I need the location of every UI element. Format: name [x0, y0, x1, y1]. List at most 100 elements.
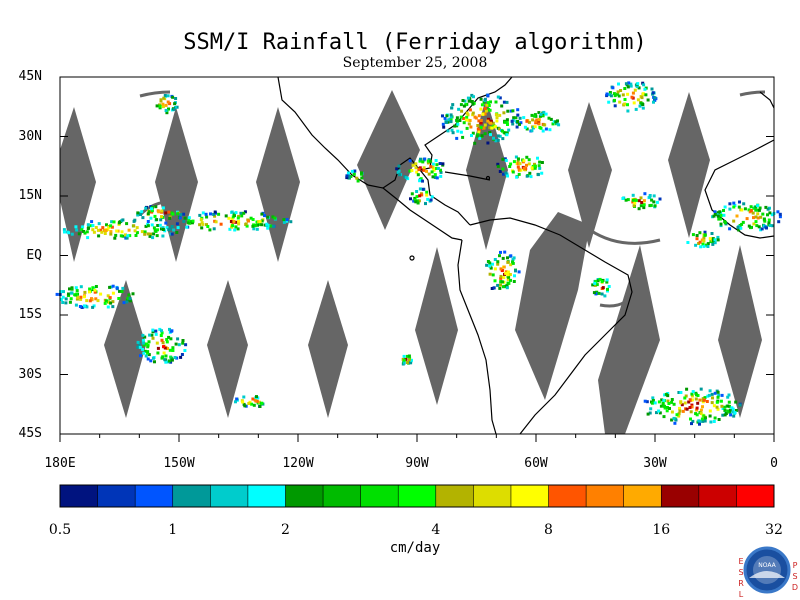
rain-pixel	[488, 126, 492, 130]
rain-pixel	[493, 279, 497, 283]
rain-pixel	[418, 194, 422, 198]
rain-pixel	[179, 213, 183, 217]
rain-pixel	[439, 170, 443, 174]
rain-pixel	[471, 111, 475, 115]
rain-pixel	[141, 333, 145, 337]
rain-pixel	[605, 278, 609, 282]
swath-gap	[718, 245, 762, 418]
noaa-logo	[743, 546, 791, 594]
rain-pixel	[658, 411, 662, 415]
rain-pixel	[464, 118, 468, 122]
rain-pixel	[177, 343, 181, 347]
rain-pixel	[506, 273, 510, 277]
rain-pixel	[734, 400, 738, 404]
rain-pixel	[515, 175, 519, 179]
rain-pixel	[415, 170, 419, 174]
rain-pixel	[249, 216, 253, 220]
rain-pixel	[657, 409, 661, 413]
rain-pixel	[449, 120, 453, 124]
rain-pixel	[349, 175, 353, 178]
rain-pixel	[511, 109, 515, 113]
rain-pixel	[190, 221, 194, 225]
rain-pixel	[715, 405, 719, 409]
rain-pixel	[484, 109, 488, 113]
rain-pixel	[483, 112, 487, 116]
rain-pixel	[174, 97, 178, 100]
rain-pixel	[670, 418, 674, 422]
rain-pixel	[136, 340, 140, 344]
rain-pixel	[631, 200, 635, 204]
rain-pixel	[479, 121, 483, 125]
rain-pixel	[690, 405, 694, 409]
central-america-coast-east	[419, 169, 471, 226]
rain-pixel	[62, 290, 65, 294]
rain-pixel	[716, 390, 720, 394]
rain-pixel	[690, 398, 694, 402]
rain-pixel	[429, 165, 433, 169]
rain-pixel	[243, 404, 247, 408]
rain-pixel	[489, 100, 492, 104]
rain-pixel	[149, 216, 153, 220]
rain-pixel	[415, 195, 419, 199]
rain-pixel	[745, 217, 749, 221]
rain-pixel	[181, 339, 185, 342]
rain-pixel	[536, 156, 539, 160]
rain-pixel	[686, 241, 690, 244]
rain-pixel	[541, 114, 545, 118]
rain-pixel	[147, 353, 151, 357]
rain-pixel	[606, 289, 609, 293]
rain-pixel	[649, 407, 653, 411]
rain-pixel	[198, 213, 202, 217]
rain-pixel	[507, 275, 511, 279]
rain-pixel	[250, 402, 254, 406]
rain-pixel	[481, 112, 485, 116]
rain-pixel	[482, 100, 486, 104]
rain-pixel	[499, 274, 503, 278]
rain-pixel	[427, 172, 431, 176]
rain-pixel	[504, 171, 508, 175]
rain-pixel	[489, 121, 493, 125]
rain-pixel	[144, 206, 148, 210]
rain-pixel	[650, 198, 654, 202]
rain-pixel	[242, 211, 246, 215]
rain-pixel	[767, 218, 771, 222]
rain-pixel	[91, 286, 95, 290]
rain-pixel	[160, 209, 164, 213]
rain-pixel	[496, 260, 500, 264]
rain-pixel	[488, 264, 492, 268]
rain-pixel	[129, 299, 133, 303]
rain-pixel	[716, 407, 720, 411]
rain-pixel	[463, 99, 467, 103]
rain-pixel	[670, 400, 674, 404]
rain-pixel	[719, 222, 723, 226]
rain-pixel	[702, 398, 706, 402]
rain-pixel	[128, 234, 132, 238]
lat-label: 15S	[18, 307, 42, 322]
rain-pixel	[623, 102, 627, 106]
rain-pixel	[164, 109, 168, 112]
south-america-coast	[457, 239, 497, 435]
rain-pixel	[749, 205, 753, 209]
coastlines	[277, 76, 775, 435]
rain-pixel	[540, 171, 544, 175]
rain-pixel	[681, 409, 685, 413]
rain-pixel	[651, 399, 655, 402]
rain-pixel	[94, 226, 98, 229]
rain-pixel	[67, 292, 70, 296]
rain-pixel	[149, 232, 152, 236]
rain-pixel	[94, 297, 98, 301]
rain-pixel	[530, 113, 534, 117]
rain-pixel	[397, 164, 401, 168]
rain-pixel	[158, 104, 162, 108]
rain-pixel	[640, 201, 644, 204]
rain-pixel	[252, 403, 256, 407]
rain-pixel	[422, 168, 426, 172]
colorbar-tick-label: 0.5	[48, 522, 72, 538]
rain-pixel	[180, 353, 184, 356]
rain-pixel	[146, 212, 150, 216]
rain-pixel	[145, 342, 148, 346]
rain-pixel	[159, 99, 163, 103]
rain-pixel	[111, 291, 115, 295]
rain-pixel	[425, 169, 428, 173]
lat-label: 45N	[18, 69, 42, 84]
